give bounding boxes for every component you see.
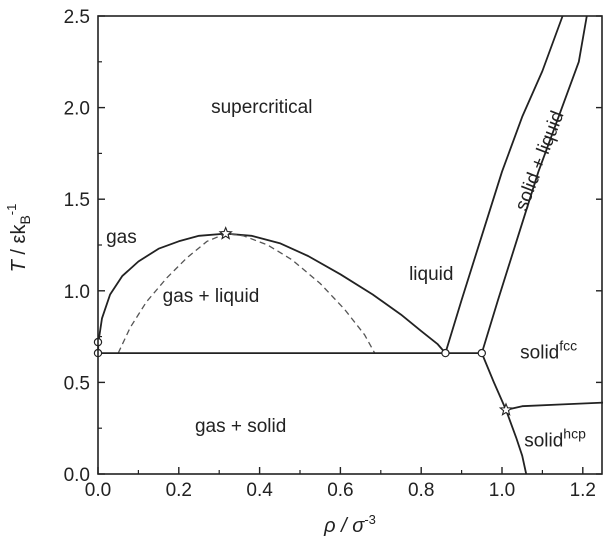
y-axis-title-sub: B <box>17 215 33 224</box>
plot-frame <box>97 15 603 475</box>
x-axis-title-sup: -3 <box>364 512 376 527</box>
region-label-6: solidfcc <box>520 338 577 364</box>
marker-star-6 <box>498 402 514 416</box>
region-label-1: supercritical <box>211 97 312 118</box>
y-tick-label-4: 2.0 <box>64 99 90 120</box>
region-label-2: gas <box>106 227 137 248</box>
x-tick-label-5: 1.0 <box>489 480 515 501</box>
region-label-7: solidhcp <box>524 426 586 452</box>
phase-curves <box>97 15 603 475</box>
x-tick-label-6: 1.2 <box>570 480 596 501</box>
y-tick-label-5: 2.5 <box>64 7 90 28</box>
region-label-4: liquid <box>409 264 453 285</box>
x-tick-label-3: 0.6 <box>327 480 353 501</box>
x-axis-title: ρ / σ-3 <box>323 512 376 537</box>
y-tick-label-3: 1.5 <box>64 190 90 211</box>
x-axis-ticks: 0.0 0.2 0.4 0.6 0.8 1.0 1.2 <box>85 467 596 501</box>
region-label-8: gas + solid <box>195 416 286 437</box>
y-tick-label-2: 1.0 <box>64 282 90 303</box>
x-tick-label-2: 0.4 <box>246 480 273 501</box>
x-tick-label-0: 0.0 <box>85 480 111 501</box>
y-axis-title-sup: -1 <box>4 204 19 216</box>
phase-curve-4 <box>444 15 564 354</box>
phase-curve-5 <box>480 15 588 354</box>
x-tick-label-1: 0.2 <box>166 480 192 501</box>
state-point-markers <box>93 226 514 416</box>
region-label-3: gas + liquid <box>163 286 260 307</box>
phase-curve-2 <box>117 232 376 354</box>
marker-circle-3 <box>477 348 486 358</box>
x-tick-label-4: 0.8 <box>408 480 434 501</box>
phase-curve-6 <box>480 352 528 475</box>
y-tick-label-1: 0.5 <box>64 373 90 394</box>
marker-star-5 <box>218 226 233 240</box>
y-axis-title-unit: / εk <box>8 224 30 261</box>
marker-circle-2 <box>441 348 450 358</box>
y-axis-title: T / εkB-1 <box>4 204 33 273</box>
phase-curve-1 <box>97 232 447 354</box>
y-tick-label-0: 0.0 <box>64 465 90 486</box>
y-axis-title-var: T <box>8 258 30 272</box>
phase-curve-7 <box>505 401 603 411</box>
x-axis-title-main: ρ / σ <box>323 515 365 537</box>
y-axis-ticks: 0.0 0.5 1.0 1.5 2.0 2.5 <box>64 7 602 486</box>
